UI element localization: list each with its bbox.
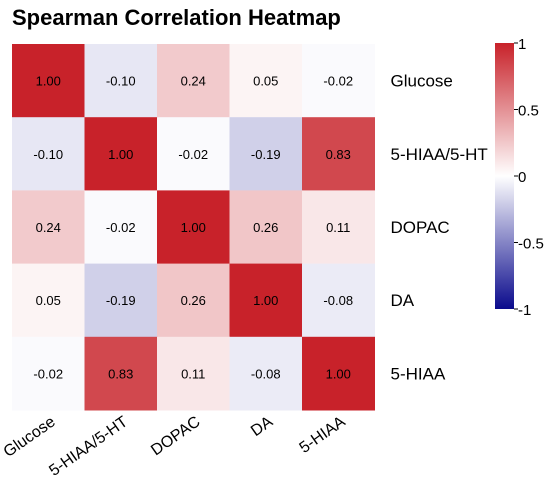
heatmap-cell xyxy=(157,117,230,191)
cell-value-label: 1.00 xyxy=(181,220,206,235)
column-label: Glucose xyxy=(1,413,59,461)
cell-value-label: -0.10 xyxy=(106,74,136,89)
heatmap-cell xyxy=(302,336,375,411)
heatmap-cell xyxy=(302,117,375,191)
cell-value-label: -0.08 xyxy=(251,366,281,381)
heatmap-cell xyxy=(157,263,230,338)
colorbar xyxy=(495,43,514,309)
cell-value-label: 1.00 xyxy=(36,74,61,89)
heatmap-cell xyxy=(157,44,230,118)
row-label: 5-HIAA xyxy=(391,364,446,383)
colorbar-tick-label: 0.5 xyxy=(518,103,539,120)
cell-value-label: 0.83 xyxy=(326,147,351,162)
heatmap-cell xyxy=(12,336,85,411)
cell-value-label: -0.02 xyxy=(178,147,208,162)
heatmap-value-labels: 1.00 -0.10 0.24 0.05 -0.02 -0.10 1.00 -0.02 -0.1… xyxy=(33,74,353,382)
colorbar-tick-label: 0 xyxy=(518,169,526,186)
heatmap-cell xyxy=(84,336,158,411)
heatmap-cell xyxy=(12,190,85,265)
chart-title: Spearman Correlation Heatmap xyxy=(12,5,341,30)
cell-value-label: -0.19 xyxy=(106,293,136,308)
heatmap-cell xyxy=(229,190,303,265)
heatmap-cell xyxy=(157,190,230,265)
cell-value-label: -0.19 xyxy=(251,147,281,162)
column-label: 5-HIAA xyxy=(297,413,349,457)
cell-value-label: 1.00 xyxy=(253,293,278,308)
heatmap-cell xyxy=(84,117,158,191)
row-label: Glucose xyxy=(391,72,453,91)
colorbar-ticks: 1 0.5 0 -0.5 -1 xyxy=(514,36,544,319)
row-label: DA xyxy=(391,291,415,310)
cell-value-label: 0.26 xyxy=(253,220,278,235)
colorbar-tick-label: -1 xyxy=(518,302,531,319)
colorbar-tick-label: 1 xyxy=(518,36,526,53)
heatmap-cell xyxy=(12,117,85,191)
cell-value-label: 0.24 xyxy=(36,220,61,235)
cell-value-label: 1.00 xyxy=(108,147,133,162)
heatmap-cell xyxy=(84,263,158,338)
heatmap-cell xyxy=(84,44,158,118)
cell-value-label: 0.11 xyxy=(181,366,205,381)
cell-value-label: 0.05 xyxy=(253,74,278,89)
cell-value-label: -0.02 xyxy=(323,74,353,89)
heatmap-cell xyxy=(229,44,303,118)
cell-value-label: 1.00 xyxy=(326,366,351,381)
heatmap-cell xyxy=(302,44,375,118)
cell-value-label: -0.08 xyxy=(323,293,353,308)
cell-value-label: 0.26 xyxy=(181,293,206,308)
heatmap-cells xyxy=(12,44,375,411)
heatmap-cell xyxy=(302,190,375,265)
heatmap-cell xyxy=(302,263,375,338)
row-labels: Glucose 5-HIAA/5-HT DOPAC DA 5-HIAA xyxy=(391,72,488,384)
cell-value-label: 0.11 xyxy=(326,220,350,235)
heatmap-cell xyxy=(229,117,303,191)
cell-value-label: 0.83 xyxy=(108,366,133,381)
cell-value-label: 0.05 xyxy=(36,293,61,308)
heatmap-cell xyxy=(229,336,303,411)
column-label: DOPAC xyxy=(148,413,203,459)
column-label: DA xyxy=(248,413,276,440)
heatmap-cell xyxy=(84,190,158,265)
row-label: 5-HIAA/5-HT xyxy=(391,145,488,164)
row-label: DOPAC xyxy=(391,218,450,237)
heatmap-cell xyxy=(12,44,85,118)
cell-value-label: -0.02 xyxy=(33,366,63,381)
heatmap-cell xyxy=(229,263,303,338)
cell-value-label: 0.24 xyxy=(181,74,206,89)
cell-value-label: -0.02 xyxy=(106,220,136,235)
heatmap-cell xyxy=(12,263,85,338)
colorbar-tick-label: -0.5 xyxy=(518,236,544,253)
column-label: 5-HIAA/5-HT xyxy=(46,413,131,480)
heatmap-cell xyxy=(157,336,230,411)
cell-value-label: -0.10 xyxy=(33,147,63,162)
